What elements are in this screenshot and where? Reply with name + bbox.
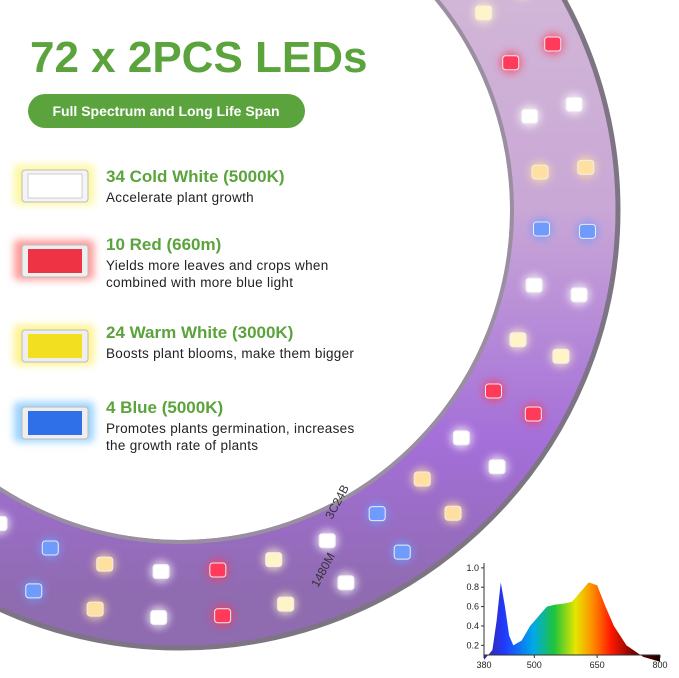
item-desc: the growth rate of plants [106,438,258,453]
led [525,277,543,293]
led [444,505,462,521]
item-desc: Promotes plants germination, increases [106,421,355,436]
led [565,96,583,112]
led [485,383,503,399]
led [577,159,595,175]
led [41,540,59,556]
led [318,533,336,549]
led [531,164,549,180]
led [393,544,411,560]
icon-blue [14,402,94,442]
item-title: 24 Warm White (3000K) [106,323,293,342]
led [521,108,539,124]
led [86,601,104,617]
led [25,583,43,599]
led [277,596,295,612]
badge: Full Spectrum and Long Life Span [52,103,279,119]
y-tick-label: 1.0 [466,563,479,573]
x-tick-label: 650 [590,660,605,670]
x-tick-label: 800 [652,660,667,670]
title: 72 x 2PCS LEDs [30,33,368,82]
y-tick-label: 0.4 [466,621,479,631]
led [452,430,470,446]
led [502,55,520,71]
y-tick-label: 0.6 [466,602,479,612]
led [96,556,114,572]
icon-yellow [14,325,94,365]
x-tick-label: 500 [527,660,542,670]
icon-white [14,165,94,205]
item-title: 4 Blue (5000K) [106,398,223,417]
item-desc: Yields more leaves and crops when [106,258,329,273]
x-tick-label: 380 [476,660,491,670]
led [570,287,588,303]
y-tick-label: 0.2 [466,640,479,650]
item-desc: combined with more blue light [106,275,293,290]
ring-inner-rim [0,0,514,544]
y-tick-label: 0.8 [466,582,479,592]
spectrum-chart: 0.2 0.4 0.6 0.8 1.0 380 500 650 800 [459,557,669,673]
led [0,516,8,532]
led [368,506,386,522]
led [152,564,170,580]
led [214,608,232,624]
led [552,348,570,364]
ring-outer-rim [0,0,621,651]
item-desc: Boosts plant blooms, make them bigger [106,346,354,361]
icon-red [14,240,94,280]
led-list: 34 Cold White (5000K) Accelerate plant gr… [106,167,355,453]
led [475,5,493,21]
led [578,223,596,239]
badge-bg [28,94,305,128]
spectrum-area [484,582,660,662]
led [524,406,542,422]
led [413,471,431,487]
led [265,552,283,568]
led [488,459,506,475]
led [544,36,562,52]
led [209,562,227,578]
ring-body [0,0,620,650]
led-ring [0,0,621,651]
led [533,221,551,237]
item-title: 34 Cold White (5000K) [106,167,285,186]
item-title: 10 Red (660m) [106,235,221,254]
led [150,609,168,625]
item-desc: Accelerate plant growth [106,190,254,205]
led [509,332,527,348]
led [337,575,355,591]
